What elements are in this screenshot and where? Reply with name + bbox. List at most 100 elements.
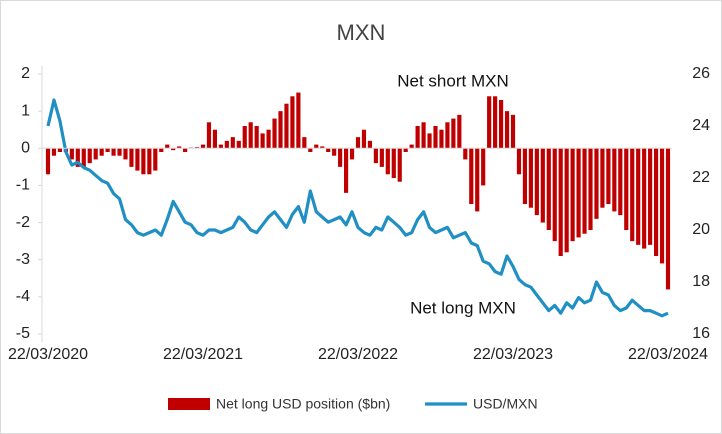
bar bbox=[183, 148, 188, 152]
bar bbox=[171, 148, 176, 151]
bar bbox=[177, 146, 182, 149]
bar bbox=[338, 148, 343, 167]
bar bbox=[451, 118, 456, 149]
bar bbox=[642, 148, 647, 249]
bar bbox=[165, 144, 170, 149]
bar bbox=[391, 148, 396, 178]
bar bbox=[57, 148, 63, 152]
bar bbox=[498, 100, 504, 149]
bar bbox=[648, 148, 653, 245]
bar bbox=[528, 148, 533, 208]
y2-tick-label: 20 bbox=[692, 221, 710, 238]
bar bbox=[99, 148, 104, 156]
y-tick-label: -5 bbox=[16, 325, 30, 342]
bar bbox=[403, 148, 408, 152]
y2-tick-label: 16 bbox=[692, 325, 710, 342]
bar bbox=[379, 148, 384, 167]
bar bbox=[272, 118, 277, 149]
bar bbox=[659, 148, 665, 264]
annotation: Net short MXN bbox=[397, 71, 508, 90]
bar bbox=[361, 129, 367, 149]
bar bbox=[242, 126, 247, 149]
bar bbox=[510, 114, 516, 149]
bar bbox=[481, 148, 486, 186]
bar bbox=[284, 103, 289, 149]
x-tick-label: 22/03/2021 bbox=[163, 346, 243, 363]
bar bbox=[105, 148, 110, 152]
bar bbox=[558, 148, 563, 256]
bar bbox=[153, 148, 158, 171]
y2-tick-label: 26 bbox=[692, 65, 710, 82]
bar bbox=[540, 148, 545, 223]
bar bbox=[576, 148, 581, 238]
bar bbox=[469, 148, 474, 204]
bar bbox=[278, 111, 283, 149]
bar bbox=[612, 148, 617, 212]
bar bbox=[600, 148, 605, 208]
bar bbox=[343, 148, 349, 193]
bar bbox=[260, 133, 265, 149]
bar bbox=[534, 148, 539, 216]
bar bbox=[630, 148, 635, 242]
y-tick-label: 0 bbox=[21, 140, 30, 157]
x-tick-label: 22/03/2023 bbox=[473, 346, 553, 363]
bar bbox=[93, 148, 98, 160]
bar bbox=[373, 148, 378, 164]
bar bbox=[475, 148, 480, 212]
bar bbox=[159, 148, 164, 152]
bar bbox=[504, 111, 510, 149]
bar bbox=[326, 148, 331, 152]
bar bbox=[439, 129, 444, 149]
x-tick-label: 22/03/2024 bbox=[628, 346, 708, 363]
y-tick-label: -2 bbox=[16, 214, 30, 231]
bar bbox=[218, 144, 223, 149]
bar bbox=[606, 148, 611, 204]
bar bbox=[230, 137, 235, 149]
bar bbox=[147, 148, 152, 175]
bar bbox=[653, 148, 659, 256]
bar bbox=[206, 122, 212, 149]
bar bbox=[397, 148, 402, 182]
legend-label: USD/MXN bbox=[473, 396, 538, 412]
bar bbox=[618, 148, 623, 216]
legend-label: Net long USD position ($bn) bbox=[216, 396, 390, 412]
bar bbox=[290, 96, 295, 149]
bar bbox=[349, 148, 355, 160]
y2-tick-label: 22 bbox=[692, 169, 710, 186]
bar bbox=[117, 148, 122, 156]
bar bbox=[445, 122, 450, 149]
bar bbox=[320, 146, 325, 149]
bar bbox=[463, 148, 468, 160]
bar bbox=[409, 144, 414, 149]
bar bbox=[308, 148, 313, 152]
bar bbox=[570, 148, 575, 242]
y-tick-label: 1 bbox=[21, 102, 30, 119]
bar bbox=[546, 148, 551, 230]
x-tick-label: 22/03/2020 bbox=[8, 346, 88, 363]
bar bbox=[516, 148, 522, 175]
bar bbox=[45, 148, 51, 175]
bar bbox=[123, 148, 128, 160]
bar bbox=[564, 148, 569, 253]
bar bbox=[212, 129, 218, 149]
bar bbox=[588, 148, 593, 230]
bar bbox=[421, 122, 426, 149]
line bbox=[46, 98, 669, 318]
annotation: Net long MXN bbox=[410, 298, 516, 317]
x-tick-label: 22/03/2022 bbox=[318, 346, 398, 363]
bar bbox=[415, 126, 420, 149]
bar bbox=[248, 122, 253, 149]
y-tick-label: -3 bbox=[16, 251, 30, 268]
y-tick-label: 2 bbox=[21, 65, 30, 82]
legend-swatch bbox=[168, 398, 210, 410]
bar bbox=[427, 133, 432, 149]
bar bbox=[129, 148, 134, 167]
bar bbox=[75, 148, 80, 167]
bar bbox=[552, 148, 557, 242]
bar bbox=[81, 148, 86, 167]
bar bbox=[266, 129, 271, 149]
bar bbox=[200, 144, 206, 149]
bar bbox=[87, 148, 92, 164]
